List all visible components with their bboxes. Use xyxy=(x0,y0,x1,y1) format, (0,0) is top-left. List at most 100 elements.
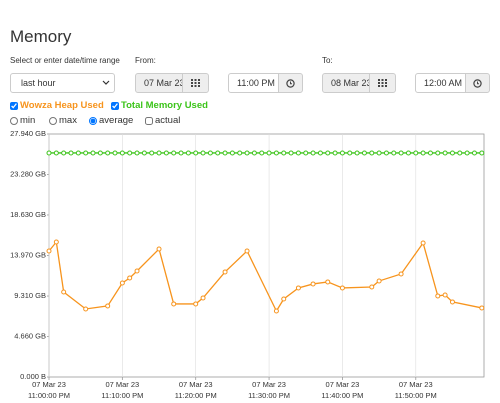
series-line xyxy=(48,240,482,313)
y-tick-label: 18.630 GB xyxy=(10,210,46,219)
data-point xyxy=(420,240,426,246)
mode-option[interactable]: average xyxy=(89,115,133,126)
y-tick-label: 27.940 GB xyxy=(10,129,46,138)
data-point xyxy=(112,150,118,156)
range-select[interactable]: last hour xyxy=(10,73,115,93)
series-toggle[interactable]: Wowza Heap Used xyxy=(10,100,104,111)
data-point xyxy=(222,269,228,275)
data-point xyxy=(288,150,294,156)
data-point xyxy=(361,150,367,156)
data-point xyxy=(134,268,140,274)
data-point xyxy=(405,150,411,156)
data-point xyxy=(325,150,331,156)
from-time-button[interactable] xyxy=(278,73,303,93)
data-point xyxy=(449,150,455,156)
data-point xyxy=(75,150,81,156)
y-tick-label: 23.280 GB xyxy=(10,170,46,179)
data-point xyxy=(273,150,279,156)
data-point xyxy=(413,150,419,156)
data-point xyxy=(471,150,477,156)
data-point xyxy=(156,246,162,252)
data-point xyxy=(449,299,455,305)
data-point xyxy=(83,150,89,156)
data-point xyxy=(53,239,59,245)
data-point xyxy=(369,150,375,156)
data-point xyxy=(398,150,404,156)
data-point xyxy=(295,150,301,156)
data-point xyxy=(105,303,111,309)
data-point xyxy=(222,150,228,156)
data-point xyxy=(339,150,345,156)
data-point xyxy=(149,150,155,156)
to-date-text: 08 Mar 23 xyxy=(331,78,370,88)
data-point xyxy=(251,150,257,156)
mode-option[interactable]: max xyxy=(49,115,77,126)
y-tick-label: 0.000 B xyxy=(20,372,46,381)
data-point xyxy=(61,150,67,156)
data-point xyxy=(435,150,441,156)
from-time-text: 11:00 PM xyxy=(237,78,275,88)
data-point xyxy=(200,150,206,156)
checkbox[interactable] xyxy=(145,116,153,125)
data-point xyxy=(61,289,67,295)
data-point xyxy=(479,305,485,311)
data-point xyxy=(383,150,389,156)
data-point xyxy=(207,150,213,156)
data-point xyxy=(332,150,338,156)
data-point xyxy=(281,296,287,302)
radio[interactable] xyxy=(49,116,57,125)
to-date[interactable]: 08 Mar 23 xyxy=(322,73,370,93)
data-point xyxy=(46,248,52,254)
legend-label: Wowza Heap Used xyxy=(20,100,104,111)
data-point xyxy=(398,271,404,277)
x-tick-label: 11:30:00 PM xyxy=(248,391,290,400)
data-point xyxy=(193,150,199,156)
data-point xyxy=(442,150,448,156)
series-toggle[interactable]: Total Memory Used xyxy=(111,100,208,111)
data-point xyxy=(163,150,169,156)
data-point xyxy=(303,150,309,156)
data-point xyxy=(376,150,382,156)
actual-label: actual xyxy=(155,115,181,126)
data-point xyxy=(178,150,184,156)
data-point xyxy=(83,306,89,312)
calendar-icon xyxy=(191,79,200,87)
from-date-text: 07 Mar 23 xyxy=(144,78,183,88)
from-date-button[interactable] xyxy=(182,73,209,93)
radio[interactable] xyxy=(89,116,97,125)
data-point xyxy=(119,150,125,156)
mode-label: max xyxy=(59,115,77,126)
from-date[interactable]: 07 Mar 23 xyxy=(135,73,183,93)
to-time-button[interactable] xyxy=(465,73,490,93)
data-point xyxy=(237,150,243,156)
data-point xyxy=(134,150,140,156)
data-point xyxy=(68,150,74,156)
data-point xyxy=(369,284,375,290)
data-point xyxy=(119,280,125,286)
data-point xyxy=(464,150,470,156)
range-label: Select or enter date/time range xyxy=(10,56,120,65)
checkbox[interactable] xyxy=(111,101,119,110)
mode-label: min xyxy=(20,115,36,126)
legend-label: Total Memory Used xyxy=(121,100,208,111)
data-point xyxy=(347,150,353,156)
data-point xyxy=(310,150,316,156)
to-label: To: xyxy=(322,56,333,65)
x-tick-date: 07 Mar 23 xyxy=(179,380,213,389)
radio[interactable] xyxy=(10,116,18,125)
data-point xyxy=(200,295,206,301)
dropdown-arrow xyxy=(102,80,110,85)
to-date-button[interactable] xyxy=(369,73,396,93)
plot-frame xyxy=(48,133,485,378)
data-point xyxy=(376,278,382,284)
x-tick-date: 07 Mar 23 xyxy=(399,380,433,389)
data-point xyxy=(442,292,448,298)
data-point xyxy=(435,293,441,299)
checkbox[interactable] xyxy=(10,101,18,110)
data-point xyxy=(457,150,463,156)
mode-option[interactable]: min xyxy=(10,115,35,126)
x-tick-date: 07 Mar 23 xyxy=(326,380,360,389)
data-point xyxy=(244,150,250,156)
actual-option[interactable]: actual xyxy=(145,115,180,126)
